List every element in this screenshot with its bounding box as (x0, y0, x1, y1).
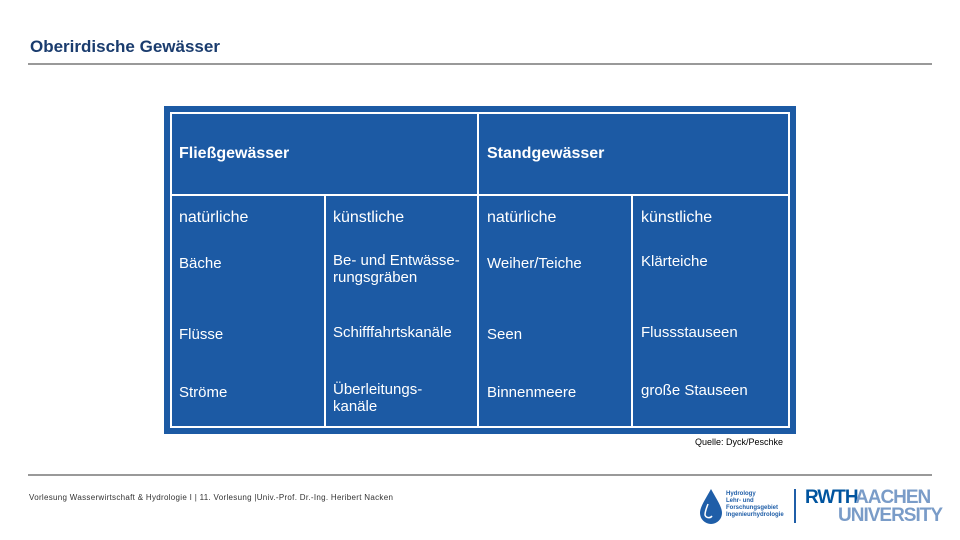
column-header: natürliche (487, 209, 557, 226)
table-cell: Überleitungs- kanäle (333, 381, 423, 415)
column-header: künstliche (641, 209, 713, 226)
table-background (164, 106, 796, 434)
table-cell: Be- und Entwässe- rungsgräben (333, 252, 460, 286)
table-cell: Seen (487, 326, 523, 343)
table-cell: Klärteiche (641, 253, 708, 270)
rwth-logo: AACHEN (855, 487, 931, 508)
footer-text: Vorlesung Wasserwirtschaft & Hydrologie … (29, 493, 394, 502)
table-cell: Schifffahrtskanäle (333, 324, 452, 341)
source-note: Quelle: Dyck/Peschke (695, 437, 784, 447)
table-cell: Ströme (179, 384, 228, 401)
column-header: künstliche (333, 209, 405, 226)
hydrology-logo-line: Forschungsgebiet (726, 505, 779, 511)
table-cell: Weiher/Teiche (487, 255, 582, 272)
slide-title: Oberirdische Gewässer (30, 37, 220, 56)
table-cell: Bäche (179, 255, 222, 272)
drop-icon (700, 489, 722, 524)
hydrology-logo-line: Lehr- und (726, 498, 754, 504)
table-cell: große Stauseen (641, 382, 748, 399)
table-cell: Binnenmeere (487, 384, 577, 401)
rwth-logo: RWTH (805, 487, 859, 508)
rwth-logo: UNIVERSITY (838, 505, 943, 526)
body-frame (170, 194, 790, 428)
hydrology-logo-line: Hydrology (726, 491, 756, 497)
group-header: Fließgewässer (179, 145, 290, 162)
table-cell: Flussstauseen (641, 324, 738, 341)
drop-highlight (704, 503, 713, 519)
group-header: Standgewässer (487, 145, 605, 162)
hydrology-logo-line: Ingenieurhydrologie (726, 512, 784, 518)
table-cell: Flüsse (179, 326, 224, 343)
column-header: natürliche (179, 209, 249, 226)
